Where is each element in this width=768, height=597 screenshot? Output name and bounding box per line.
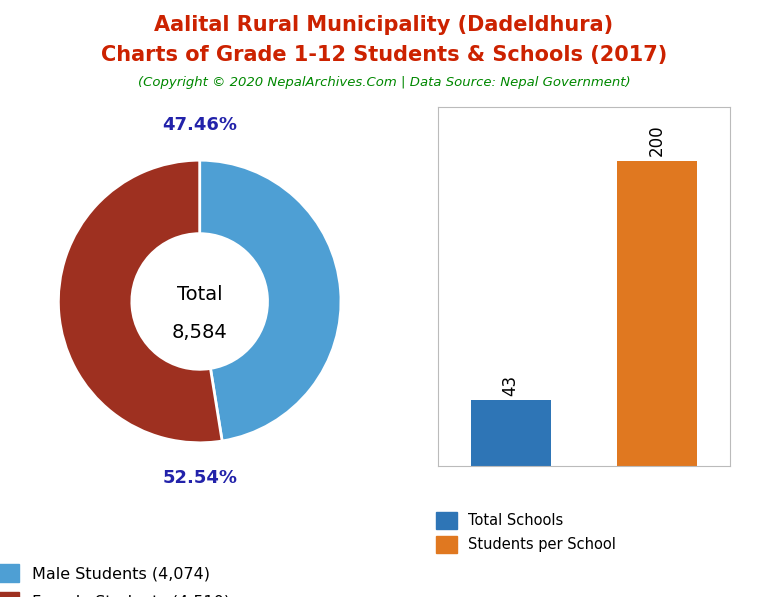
Text: 8,584: 8,584 (172, 323, 227, 342)
Legend: Total Schools, Students per School: Total Schools, Students per School (430, 506, 622, 559)
Text: 52.54%: 52.54% (162, 469, 237, 487)
Text: Total: Total (177, 285, 223, 304)
Wedge shape (58, 160, 222, 443)
Text: 43: 43 (502, 374, 520, 396)
Bar (617, 161, 697, 466)
Text: Charts of Grade 1-12 Students & Schools (2017): Charts of Grade 1-12 Students & Schools … (101, 45, 667, 65)
Legend: Male Students (4,074), Female Students (4,510): Male Students (4,074), Female Students (… (0, 556, 238, 597)
Text: Aalital Rural Municipality (Dadeldhura): Aalital Rural Municipality (Dadeldhura) (154, 15, 614, 35)
Wedge shape (200, 160, 341, 441)
Text: 200: 200 (647, 125, 666, 156)
Bar (471, 400, 551, 466)
Text: 47.46%: 47.46% (162, 116, 237, 134)
Text: (Copyright © 2020 NepalArchives.Com | Data Source: Nepal Government): (Copyright © 2020 NepalArchives.Com | Da… (137, 76, 631, 90)
